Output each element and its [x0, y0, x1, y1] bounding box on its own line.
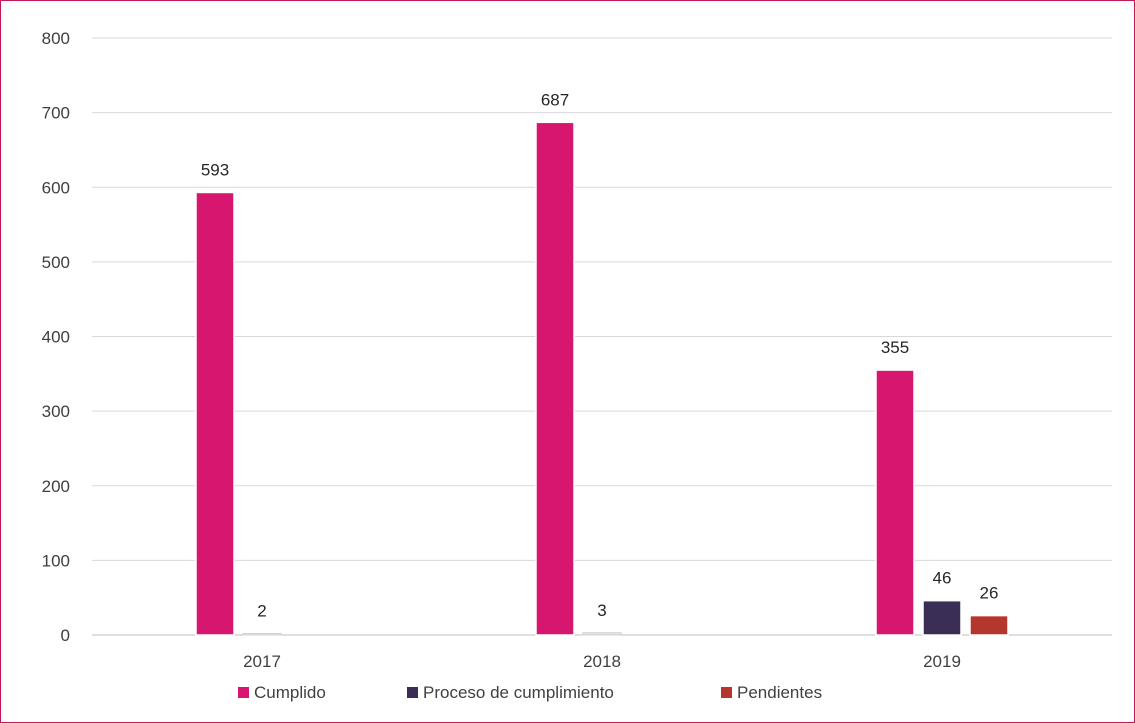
bar-proceso-de-cumplimiento — [582, 632, 622, 636]
data-labels: 593 2 687 3 355 46 26 — [201, 90, 999, 620]
bar-pendientes — [969, 614, 1009, 636]
legend-swatch — [238, 687, 249, 698]
bar-cumplido — [875, 369, 915, 636]
bar-proceso-de-cumplimiento — [242, 633, 282, 636]
data-label: 593 — [201, 160, 229, 179]
legend-swatch — [721, 687, 732, 698]
data-label: 2 — [257, 602, 266, 621]
bar-cumplido — [535, 121, 575, 636]
gridlines — [92, 37, 1112, 636]
y-tick-label: 300 — [42, 402, 70, 421]
data-label: 355 — [881, 338, 909, 357]
x-axis-ticks: 2017 2018 2019 — [243, 652, 961, 671]
y-tick-label: 400 — [42, 328, 70, 347]
x-tick-label: 2019 — [923, 652, 961, 671]
x-tick-label: 2017 — [243, 652, 281, 671]
y-tick-label: 100 — [42, 551, 70, 570]
legend-label: Pendientes — [737, 683, 822, 702]
x-tick-label: 2018 — [583, 652, 621, 671]
data-label: 3 — [597, 601, 606, 620]
y-tick-label: 600 — [42, 178, 70, 197]
data-label: 687 — [541, 90, 569, 109]
legend: Cumplido Proceso de cumplimiento Pendiente… — [238, 683, 822, 702]
legend-label: Proceso de cumplimiento — [423, 683, 614, 702]
y-tick-label: 500 — [42, 253, 70, 272]
legend-label: Cumplido — [254, 683, 326, 702]
data-label: 46 — [933, 569, 952, 588]
y-tick-label: 700 — [42, 104, 70, 123]
y-tick-label: 200 — [42, 477, 70, 496]
data-label: 26 — [980, 584, 999, 603]
bars — [195, 121, 1009, 636]
legend-swatch — [407, 687, 418, 698]
y-axis-ticks: 0 100 200 300 400 500 600 700 800 — [42, 29, 70, 645]
bar-cumplido — [195, 191, 235, 636]
bar-proceso-de-cumplimiento — [922, 599, 962, 636]
y-tick-label: 0 — [61, 626, 70, 645]
y-tick-label: 800 — [42, 29, 70, 48]
